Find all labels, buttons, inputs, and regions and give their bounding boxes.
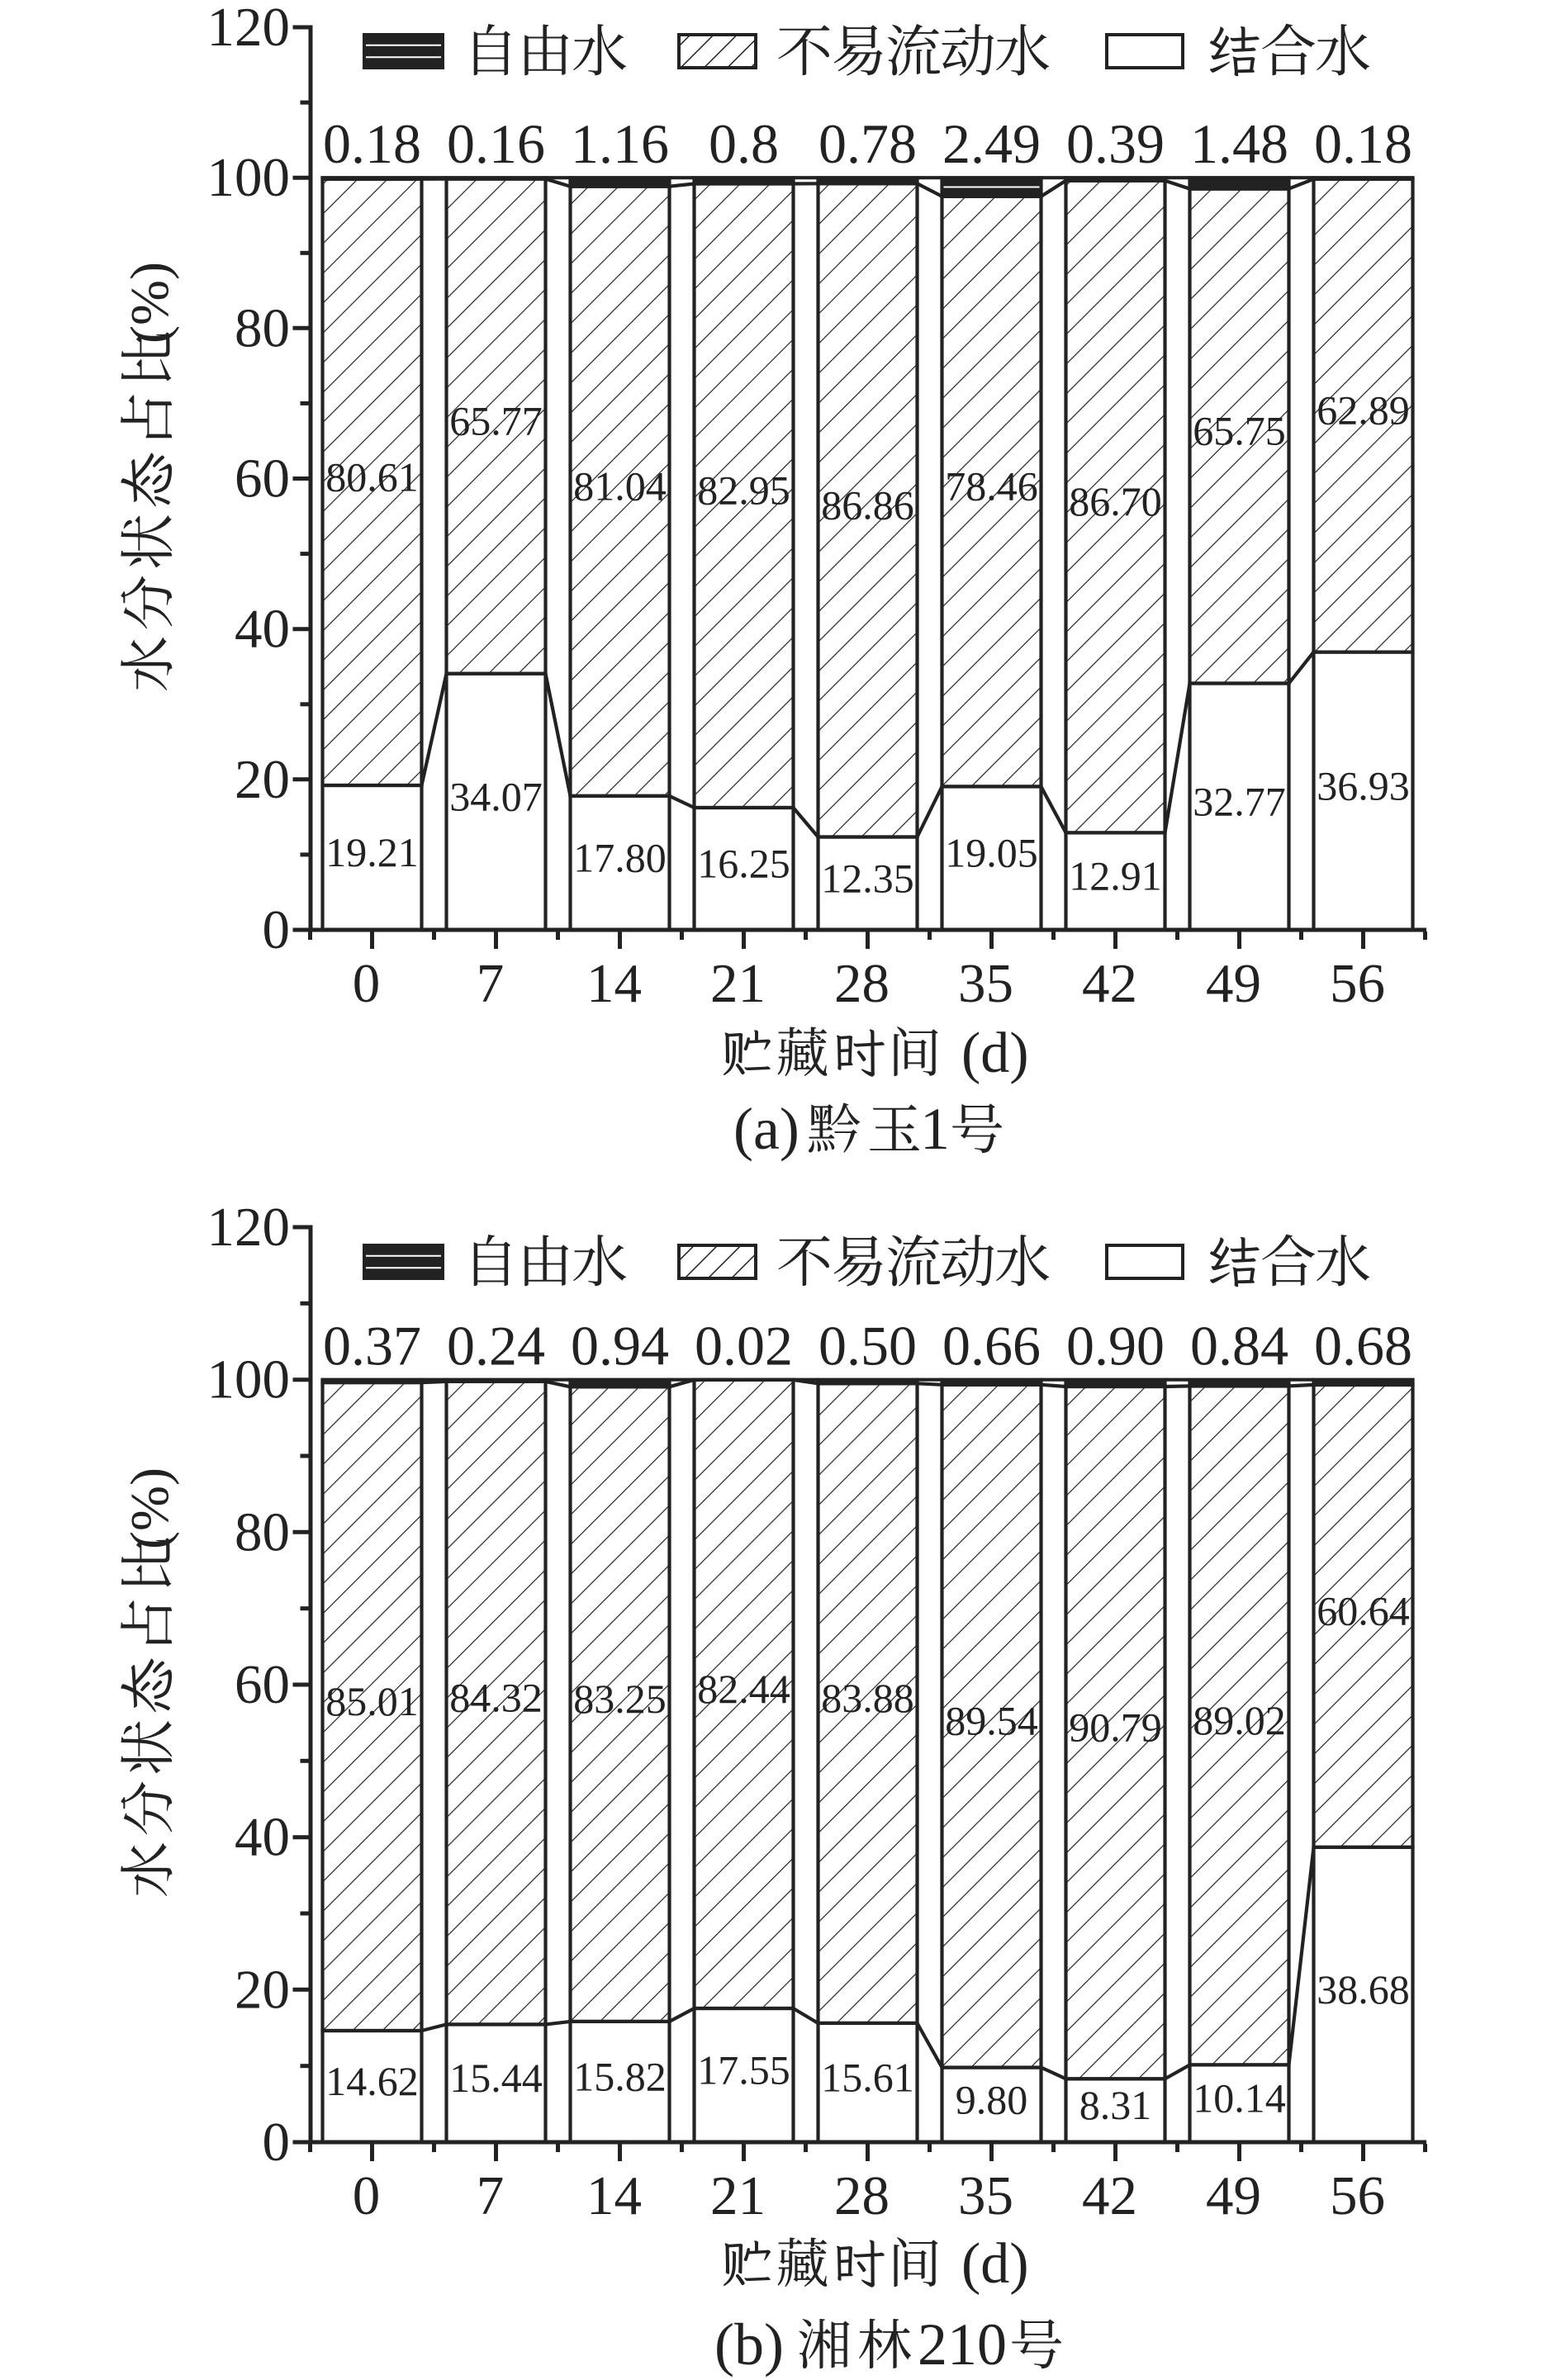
svg-text:28: 28 [834,953,890,1014]
svg-text:38.68: 38.68 [1317,1966,1410,2013]
svg-text:7: 7 [477,2165,505,2226]
svg-text:0.8: 0.8 [709,112,779,175]
svg-text:82.95: 82.95 [697,467,790,514]
svg-text:82.44: 82.44 [697,1666,790,1712]
svg-text:7: 7 [477,953,505,1014]
svg-text:65.77: 65.77 [449,398,543,444]
svg-text:90.79: 90.79 [1069,1704,1162,1751]
svg-text:0.18: 0.18 [1314,112,1412,175]
svg-text:0.37: 0.37 [323,1315,421,1377]
svg-text:40: 40 [235,1807,290,1868]
svg-text:0.68: 0.68 [1314,1315,1412,1377]
svg-text:0.18: 0.18 [323,112,421,175]
svg-text:35: 35 [958,2165,1013,2226]
svg-text:0.24: 0.24 [447,1315,545,1377]
svg-text:17.80: 17.80 [573,834,667,880]
svg-text:(%): (%) [120,262,180,344]
svg-text:(a): (a) [733,1096,799,1162]
svg-text:0.66: 0.66 [942,1315,1041,1377]
svg-text:0.90: 0.90 [1066,1315,1165,1377]
svg-text:56: 56 [1330,953,1385,1014]
svg-text:42: 42 [1082,953,1137,1014]
svg-text:20: 20 [235,1959,290,2020]
svg-text:19.21: 19.21 [325,829,419,875]
svg-text:80: 80 [235,297,290,358]
svg-text:0.16: 0.16 [447,112,545,175]
svg-text:12.35: 12.35 [821,855,914,901]
svg-text:60: 60 [235,1654,290,1715]
svg-text:1.48: 1.48 [1190,112,1288,175]
svg-text:(d): (d) [961,2232,1029,2296]
svg-text:15.44: 15.44 [449,2055,543,2101]
svg-text:9.80: 9.80 [956,2076,1028,2122]
svg-text:0.84: 0.84 [1190,1315,1288,1377]
svg-text:0.50: 0.50 [818,1315,917,1377]
svg-text:120: 120 [207,0,291,58]
svg-text:40: 40 [235,599,290,660]
svg-text:49: 49 [1206,953,1261,1014]
svg-text:0: 0 [353,953,381,1014]
svg-text:86.86: 86.86 [821,481,914,528]
svg-text:17.55: 17.55 [697,2047,790,2093]
svg-text:14: 14 [586,2165,642,2226]
svg-text:81.04: 81.04 [573,462,667,509]
svg-text:21: 21 [710,2165,766,2226]
svg-text:(d): (d) [961,1022,1029,1085]
svg-text:83.88: 83.88 [821,1675,914,1721]
svg-text:(b): (b) [714,2311,784,2378]
svg-text:1.16: 1.16 [571,112,669,175]
svg-text:83.25: 83.25 [573,1676,667,1722]
svg-text:56: 56 [1330,2165,1385,2226]
svg-text:19.05: 19.05 [945,830,1038,876]
svg-text:(%): (%) [120,1467,180,1549]
svg-text:32.77: 32.77 [1193,778,1286,824]
svg-text:2.49: 2.49 [942,112,1041,175]
svg-text:14.62: 14.62 [325,2058,419,2104]
svg-text:100: 100 [207,1349,291,1410]
svg-text:210: 210 [918,2311,1007,2378]
svg-text:60.64: 60.64 [1317,1587,1410,1633]
svg-text:0.39: 0.39 [1066,112,1165,175]
svg-text:20: 20 [235,749,290,810]
svg-text:80.61: 80.61 [325,453,419,500]
svg-text:0: 0 [353,2165,381,2226]
svg-text:65.75: 65.75 [1193,408,1286,454]
svg-text:8.31: 8.31 [1079,2082,1152,2128]
svg-text:0.94: 0.94 [571,1315,669,1377]
svg-text:35: 35 [958,953,1013,1014]
svg-text:14: 14 [586,953,642,1014]
svg-text:36.93: 36.93 [1317,762,1410,808]
svg-text:12.91: 12.91 [1069,853,1162,899]
svg-text:0.02: 0.02 [695,1315,793,1377]
svg-text:1: 1 [920,1096,950,1162]
svg-text:86.70: 86.70 [1069,478,1162,524]
svg-text:89.54: 89.54 [945,1698,1038,1744]
svg-text:62.89: 62.89 [1317,387,1410,434]
svg-text:85.01: 85.01 [325,1678,419,1724]
svg-text:60: 60 [235,448,290,510]
svg-text:100: 100 [207,147,291,208]
svg-text:0.78: 0.78 [818,112,917,175]
svg-text:0: 0 [263,899,291,960]
svg-text:16.25: 16.25 [697,841,790,887]
svg-text:42: 42 [1082,2165,1137,2226]
svg-text:120: 120 [207,1197,291,1258]
svg-text:84.32: 84.32 [449,1675,543,1721]
svg-text:0: 0 [263,2112,291,2173]
svg-text:21: 21 [710,953,766,1014]
svg-text:49: 49 [1206,2165,1261,2226]
svg-text:78.46: 78.46 [945,463,1038,510]
svg-text:15.61: 15.61 [821,2054,914,2100]
svg-text:80: 80 [235,1501,290,1562]
svg-text:89.02: 89.02 [1193,1697,1286,1743]
svg-text:28: 28 [834,2165,890,2226]
svg-text:10.14: 10.14 [1193,2075,1286,2122]
svg-text:34.07: 34.07 [449,773,543,819]
svg-text:15.82: 15.82 [573,2054,667,2100]
